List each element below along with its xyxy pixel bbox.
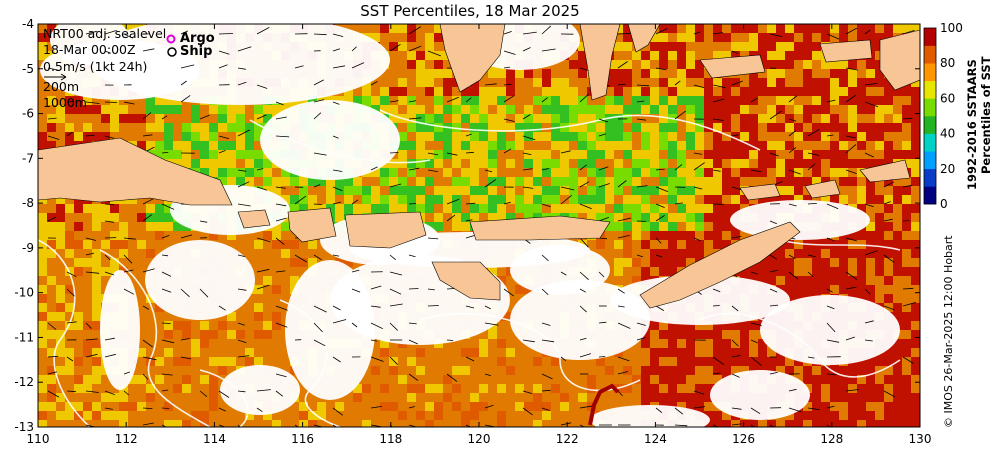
legend-argo-label: Argo <box>180 31 215 46</box>
legend-contour-200m: 200m <box>43 79 80 94</box>
colorbar-segment <box>924 45 936 64</box>
x-tick-label: 126 <box>732 432 755 446</box>
colorbar-segment <box>924 28 936 46</box>
y-tick-label: -11 <box>14 330 34 344</box>
legend-contour-1000m: 1000m <box>43 95 87 110</box>
y-tick-label: -6 <box>22 107 34 121</box>
x-tick-label: 124 <box>644 432 667 446</box>
colorbar-tick-label: 80 <box>940 56 955 70</box>
ship-marker <box>167 47 177 57</box>
legend-current-scale: 0.5m/s (1kt 24h) <box>43 59 148 74</box>
colorbar-title-line2: Percentiles of SST <box>979 56 992 174</box>
y-tick-label: -4 <box>22 17 34 31</box>
colorbar-tick-label: 60 <box>940 91 955 105</box>
y-tick-label: -12 <box>14 375 34 389</box>
x-tick-label: 120 <box>468 432 491 446</box>
land-masses <box>38 24 920 309</box>
colorbar-segment <box>924 80 936 99</box>
colorbar-segment <box>924 168 936 187</box>
legend-time: 18-Mar 00:00Z <box>43 42 136 57</box>
legend-ship-label: Ship <box>180 44 213 59</box>
colorbar-tick-label: 100 <box>940 21 963 35</box>
y-tick-label: -8 <box>22 196 34 210</box>
x-tick-label: 114 <box>203 432 226 446</box>
y-tick-label: -13 <box>14 420 34 434</box>
legend-product: NRT00 adj. sealevel <box>43 26 167 41</box>
y-axis: -4 -5 -6 -7 -8 -9 -10 -11 -12 -13 <box>14 17 920 434</box>
colorbar-segment <box>924 63 936 82</box>
x-tick-label: 128 <box>820 432 843 446</box>
x-tick-label: 116 <box>291 432 314 446</box>
colorbar-segment <box>924 133 936 152</box>
colorbar-tick-label: 40 <box>940 127 955 141</box>
colorbar-tick-label: 20 <box>940 162 955 176</box>
colorbar-segment <box>924 116 936 134</box>
y-tick-label: -5 <box>22 62 34 76</box>
colorbar-segment <box>924 186 936 205</box>
colorbar-segment <box>924 151 936 170</box>
map-title: SST Percentiles, 18 Mar 2025 <box>360 2 580 20</box>
x-tick-label: 112 <box>115 432 138 446</box>
x-tick-label: 122 <box>556 432 579 446</box>
colorbar-tick-label: 0 <box>940 197 948 211</box>
x-tick-label: 118 <box>379 432 402 446</box>
x-tick-label: 130 <box>909 432 932 446</box>
y-tick-label: -7 <box>22 151 34 165</box>
colorbar-segment <box>924 98 936 117</box>
ship-track <box>588 383 620 426</box>
x-tick-label: 110 <box>27 432 50 446</box>
x-axis: 110 112 114 116 118 120 122 124 126 128 130 <box>27 24 932 446</box>
colorbar-title-line1: 1992-2016 SSTAARS <box>965 59 979 190</box>
map-legend-box <box>44 34 177 81</box>
colorbar: 100 80 60 40 20 0 <box>923 21 963 211</box>
y-tick-label: -9 <box>22 241 34 255</box>
y-tick-label: -10 <box>14 286 34 300</box>
argo-marker <box>166 34 176 44</box>
credit-text: © IMOS 26-Mar-2025 12:00 Hobart <box>942 235 955 428</box>
